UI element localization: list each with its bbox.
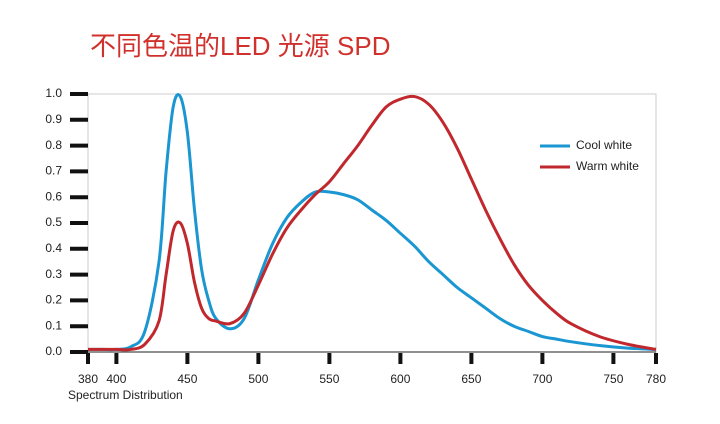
y-tick-label: 0.7 (45, 164, 62, 178)
x-tick-label: 500 (248, 372, 268, 386)
x-tick-label: 700 (532, 372, 552, 386)
y-tick-label: 0.0 (45, 344, 62, 358)
x-tick-label: 750 (603, 372, 623, 386)
x-tick-label: 550 (319, 372, 339, 386)
x-tick-label: 780 (646, 372, 666, 386)
chart-title: 不同色温的LED 光源 SPD (90, 31, 391, 61)
y-tick-label: 1.0 (45, 86, 62, 100)
x-tick-label: 600 (390, 372, 410, 386)
series-line (87, 93, 657, 352)
y-tick-label: 0.6 (45, 189, 62, 203)
y-tick-label: 0.1 (45, 318, 62, 332)
y-tick-label: 0.2 (45, 293, 62, 307)
y-tick-label: 0.5 (45, 215, 62, 229)
y-tick-label: 0.3 (45, 267, 62, 281)
legend-label: Cool white (576, 138, 632, 152)
legend-label: Warm white (576, 159, 639, 173)
x-tick-label: 400 (106, 372, 126, 386)
x-tick-label: 450 (177, 372, 197, 386)
y-tick-label: 0.8 (45, 138, 62, 152)
plot-frame (87, 93, 657, 353)
x-axis-label: Spectrum Distribution (68, 388, 183, 402)
y-tick-label: 0.4 (45, 241, 62, 255)
x-tick-label: 650 (461, 372, 481, 386)
y-tick-label: 0.9 (45, 112, 62, 126)
series-line (87, 94, 657, 352)
x-tick-label: 380 (78, 372, 98, 386)
